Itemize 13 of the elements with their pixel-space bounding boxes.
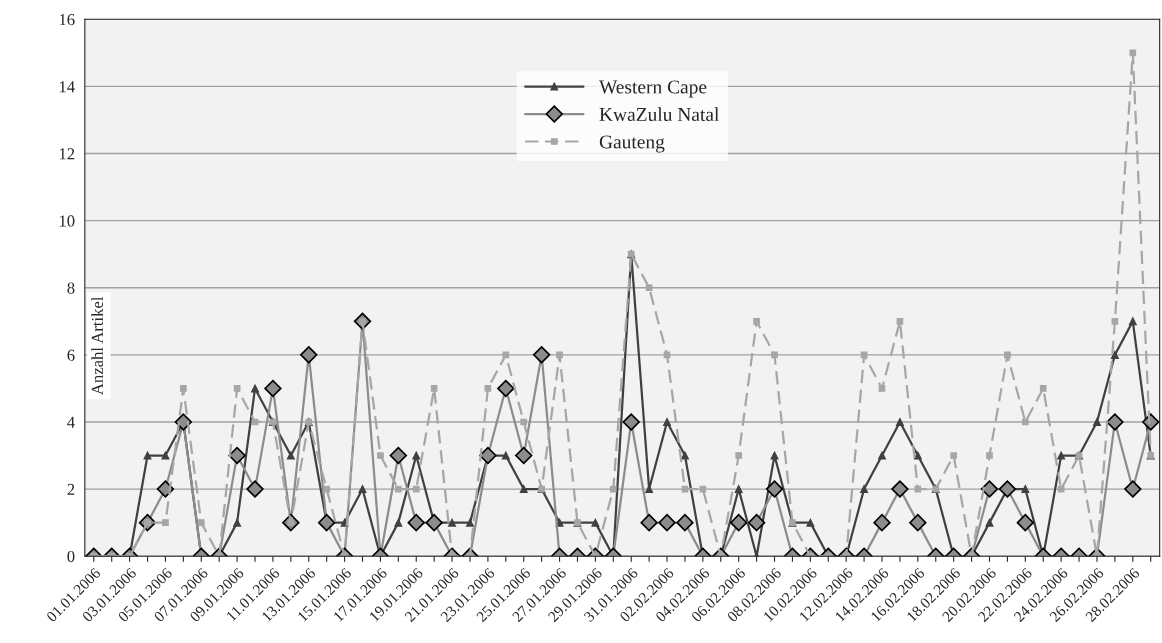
y-tick-label: 6 bbox=[67, 349, 75, 361]
legend-label: KwaZulu Natal bbox=[599, 107, 720, 122]
y-tick-label: 12 bbox=[59, 148, 75, 160]
y-tick-label: 8 bbox=[67, 282, 75, 294]
y-axis-title: Anzahl Artikel bbox=[91, 296, 103, 395]
legend-label: Western Cape bbox=[599, 80, 707, 98]
y-tick-label: 4 bbox=[67, 416, 75, 428]
y-tick-label: 16 bbox=[59, 14, 75, 26]
legend-label: Gauteng bbox=[599, 135, 665, 153]
y-tick-label: 0 bbox=[67, 550, 75, 563]
y-tick-label: 14 bbox=[59, 81, 75, 93]
y-tick-label: 10 bbox=[59, 215, 75, 227]
y-tick-label: 2 bbox=[67, 483, 75, 495]
